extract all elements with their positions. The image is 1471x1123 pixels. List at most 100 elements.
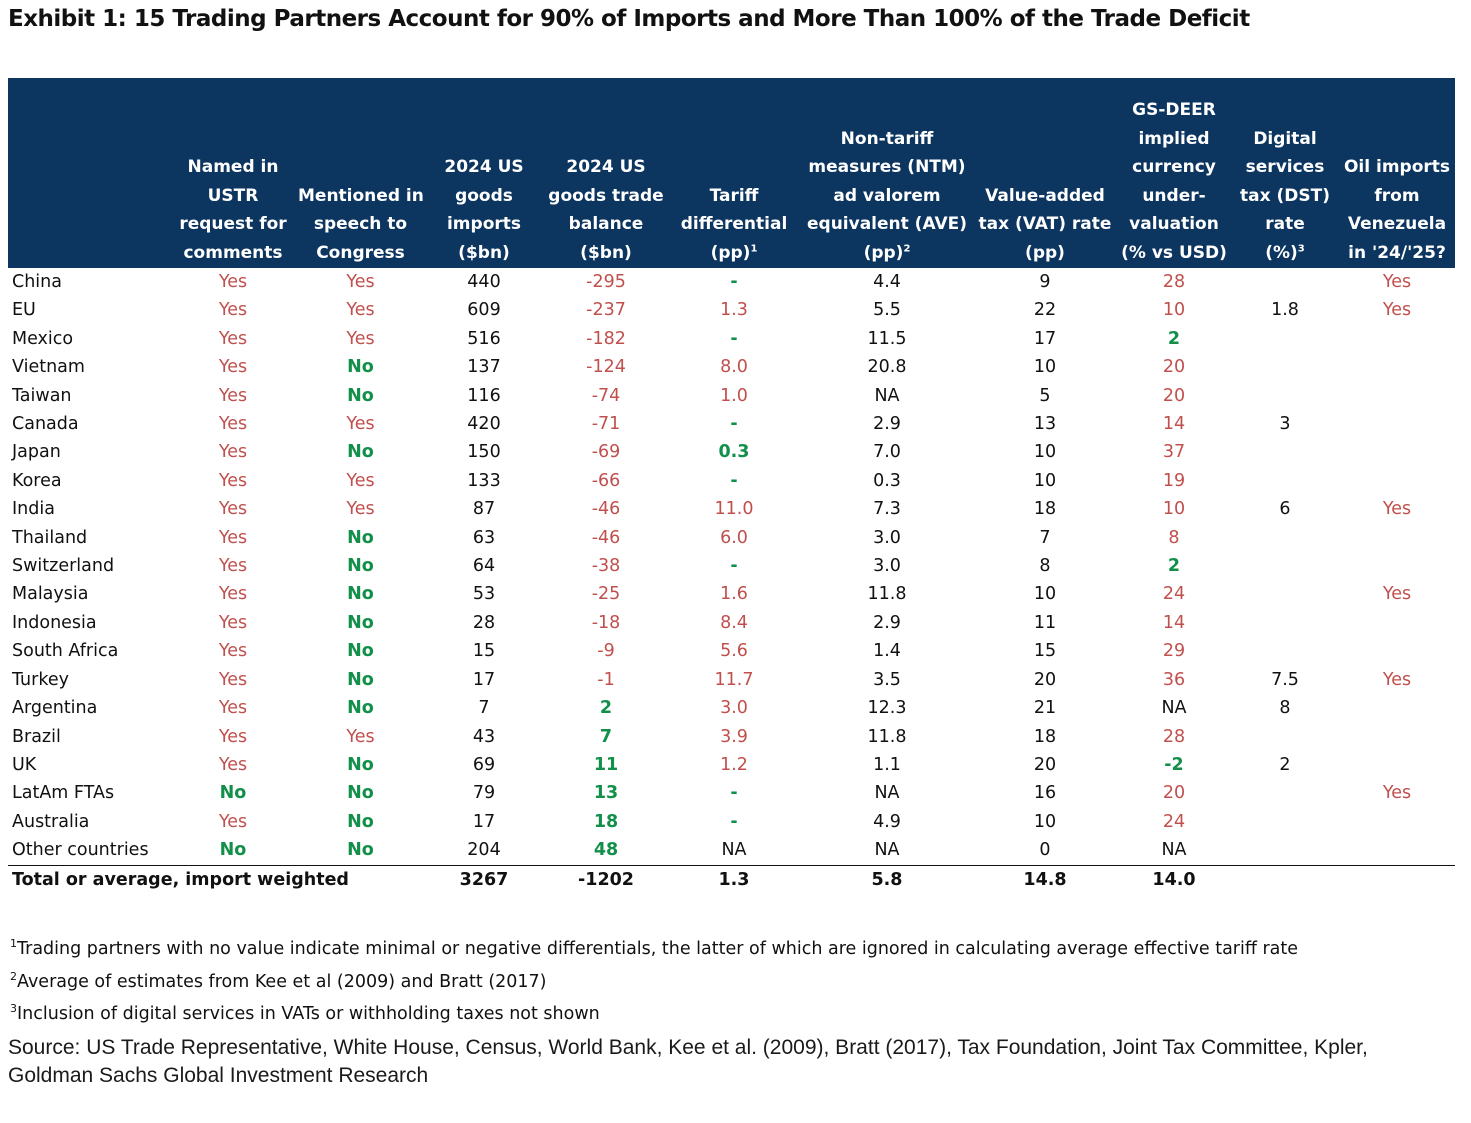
data-cell [1231,353,1339,381]
column-header-line: (%)3 [1231,239,1339,268]
column-header-text: (pp) [863,242,904,263]
column-header-line: Oil imports [1343,157,1451,177]
country-cell: Mexico [12,328,74,349]
data-cell: 8 [1279,698,1291,719]
data-cell: 7.5 [1271,669,1299,690]
data-cell: 28 [1162,726,1186,747]
column-header-line: goods [455,185,513,206]
total-row: Total or average, import weighted 3267 -12… [8,864,1455,894]
data-cell: No [347,641,374,662]
data-cell: 11.0 [714,499,754,520]
table-header: Named in USTR request for comments Mentioned… [8,78,1455,268]
data-cell: 10 [1033,470,1057,491]
data-cell: Yes [218,442,248,463]
data-cell: 17 [472,811,496,832]
data-cell [1339,552,1455,580]
data-cell: -71 [591,414,621,435]
data-cell: 11 [1033,612,1057,633]
data-cell: -1 [597,669,615,690]
data-cell: 28 [1162,272,1186,292]
column-header-line: ($bn) [458,242,510,263]
data-cell [1339,694,1455,722]
country-cell: Turkey [12,669,69,690]
data-cell: 7.0 [873,442,901,463]
data-cell: 5.5 [873,300,901,321]
data-cell: Yes [1382,499,1412,520]
data-cell [1339,836,1455,865]
data-cell [1231,779,1339,807]
data-cell: 8 [1168,527,1180,548]
table-row: Taiwan Yes No 116 -74 1.0 NA 5 20 [8,382,1455,410]
data-cell: 11.8 [867,726,907,747]
data-cell [1339,609,1455,637]
data-cell: 2 [1279,754,1291,775]
table-row: LatAm FTAs No No 79 13 - NA 16 20 Yes [8,779,1455,807]
table-row: Argentina Yes No 7 2 3.0 12.3 21 NA 8 [8,694,1455,722]
data-cell: NA [1161,698,1187,719]
column-header-line: imports [446,214,522,234]
country-cell: Australia [12,811,90,832]
data-cell: 1.2 [720,754,748,775]
column-header-line: ($bn) [580,242,632,263]
data-cell: -9 [597,641,615,662]
country-cell: Thailand [12,527,88,548]
data-cell: - [730,783,738,804]
total-label: Total or average, import weighted [8,864,423,894]
data-cell: 609 [467,300,501,321]
footnote-number: 2 [10,969,17,983]
column-header-text: (pp) [710,242,751,263]
data-cell [1339,751,1455,779]
data-cell: 17 [472,669,496,690]
data-cell: 22 [1033,300,1057,321]
column-header-line: 2024 US [566,157,646,177]
column-header-line: Congress [316,242,405,263]
data-cell: -124 [586,357,626,378]
data-cell: No [347,783,374,804]
data-cell: Yes [346,470,375,491]
data-cell: 18 [1033,499,1057,520]
data-cell [1339,325,1455,353]
country-cell: Indonesia [12,612,97,633]
table-row: Indonesia Yes No 28 -18 8.4 2.9 11 14 [8,609,1455,637]
table-row: South Africa Yes No 15 -9 5.6 1.4 15 29 [8,637,1455,665]
table-row: Australia Yes No 17 18 - 4.9 10 24 [8,808,1455,836]
data-cell [1339,637,1455,665]
total-cell: 14.8 [973,864,1117,894]
column-header-2: Mentioned in speech to Congress [298,78,424,268]
data-cell: 11.8 [867,584,907,605]
table-row: Japan Yes No 150 -69 0.3 7.0 10 37 [8,438,1455,466]
data-cell: Yes [346,272,375,292]
data-cell: 3.0 [720,698,748,719]
total-cell: 3267 [423,864,545,894]
header-row: Named in USTR request for comments Mentioned… [8,78,1455,268]
column-header-8: GS-DEER implied currency under-valuation (% … [1117,78,1231,268]
data-cell: 10 [1162,300,1186,321]
data-cell: Yes [346,300,375,321]
data-cell: Yes [218,414,248,435]
column-header-line: balance [568,214,644,234]
column-header-line: from [1374,185,1420,206]
data-cell: Yes [218,385,248,406]
column-header-line: (pp) [1025,242,1065,263]
column-header-line: Tariff [709,185,759,206]
data-cell: 69 [472,754,496,775]
footnote-text: Average of estimates from Kee et al (200… [17,971,547,992]
data-cell: - [730,272,738,292]
footnote-marker: 2 [903,242,911,254]
data-cell: No [347,669,374,690]
data-cell: Yes [218,499,248,520]
table-row: Vietnam Yes No 137 -124 8.0 20.8 10 20 [8,353,1455,381]
column-header-line: valuation [1129,214,1219,234]
data-cell: 11.5 [867,328,907,349]
data-cell: 6.0 [720,527,748,548]
data-cell: -295 [586,272,626,292]
column-header-5: Tariff differential (pp)1 [667,78,801,268]
data-cell: 18 [593,811,619,832]
data-cell: 15 [472,641,496,662]
data-cell: 37 [1162,442,1186,463]
source-note: Source: US Trade Representative, White H… [8,1036,1368,1087]
data-cell: 150 [467,442,501,463]
data-cell: 10 [1033,357,1057,378]
data-cell: 14 [1162,612,1186,633]
data-cell: 516 [467,328,501,349]
